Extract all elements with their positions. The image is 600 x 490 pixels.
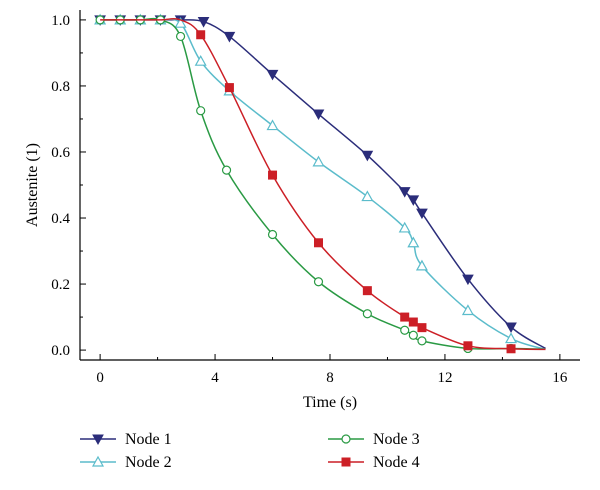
legend-label: Node 2 [125,454,172,471]
series-4 [100,18,546,354]
data-point [505,322,517,334]
x-tick-label: 4 [211,370,219,386]
legend-label: Node 4 [373,454,420,471]
data-point [196,30,206,40]
legend-item: Node 2 [80,454,172,471]
y-tick-label: 0.8 [51,79,70,95]
data-point [266,69,279,81]
data-point [398,187,411,198]
data-point [398,221,411,233]
data-point [361,150,374,162]
legend-marker [91,455,105,467]
series-group [94,13,546,354]
data-point [268,170,278,180]
y-axis-title: Austenite (1) [24,143,41,227]
data-point [223,31,236,43]
x-axis-title: Time (s) [303,394,357,411]
data-point [221,165,232,175]
y-ticks: 0.0 0.2 0.4 0.6 0.8 1.0 [51,13,86,359]
data-point [312,109,325,121]
data-point [461,304,474,316]
y-tick-label: 1.0 [51,13,70,29]
data-point [505,332,518,344]
x-tick-label: 8 [326,370,334,386]
data-point [408,330,418,340]
data-point [362,309,372,319]
legend: Node 1 Node 2 Node 3 Node 4 [80,431,420,471]
data-point [312,155,325,167]
data-point [314,238,324,248]
data-point [506,344,516,354]
data-point [313,277,324,287]
data-point [267,229,278,240]
legend-marker [92,434,104,446]
data-point [400,325,410,335]
legend-item: Node 4 [328,454,420,471]
legend-marker [341,434,351,444]
data-point [196,106,206,116]
data-point [197,17,210,28]
series-1 [94,15,546,350]
y-tick-label: 0.2 [51,277,70,293]
legend-label: Node 1 [125,431,172,448]
data-point [175,31,186,42]
data-point [362,286,372,296]
y-tick-label: 0.4 [51,211,70,227]
data-point [407,195,420,206]
data-point [408,317,418,327]
y-tick-label: 0.6 [51,145,70,161]
legend-label: Node 3 [373,431,420,448]
data-point [462,274,474,286]
data-point [416,208,428,220]
data-point [407,236,420,248]
series-line [100,17,546,350]
data-point [224,83,234,93]
legend-marker [341,457,351,467]
x-tick-label: 12 [437,370,452,386]
legend-item: Node 3 [328,431,420,448]
data-point [415,259,428,271]
x-tick-label: 16 [552,370,568,386]
x-ticks: 0 4 8 12 16 [96,354,568,386]
data-point [417,336,427,346]
data-point [361,190,374,202]
data-point [266,119,279,131]
data-point [194,54,207,66]
series-3 [95,15,546,354]
data-point [417,323,427,333]
legend-item: Node 1 [80,431,172,448]
series-line [100,18,546,351]
y-tick-label: 0.0 [51,343,70,359]
data-point [400,312,410,322]
series-line [100,19,546,350]
data-point [463,341,473,351]
series-line [100,18,546,351]
data-point [174,16,187,28]
series-2 [94,13,546,351]
x-tick-label: 0 [96,370,104,386]
